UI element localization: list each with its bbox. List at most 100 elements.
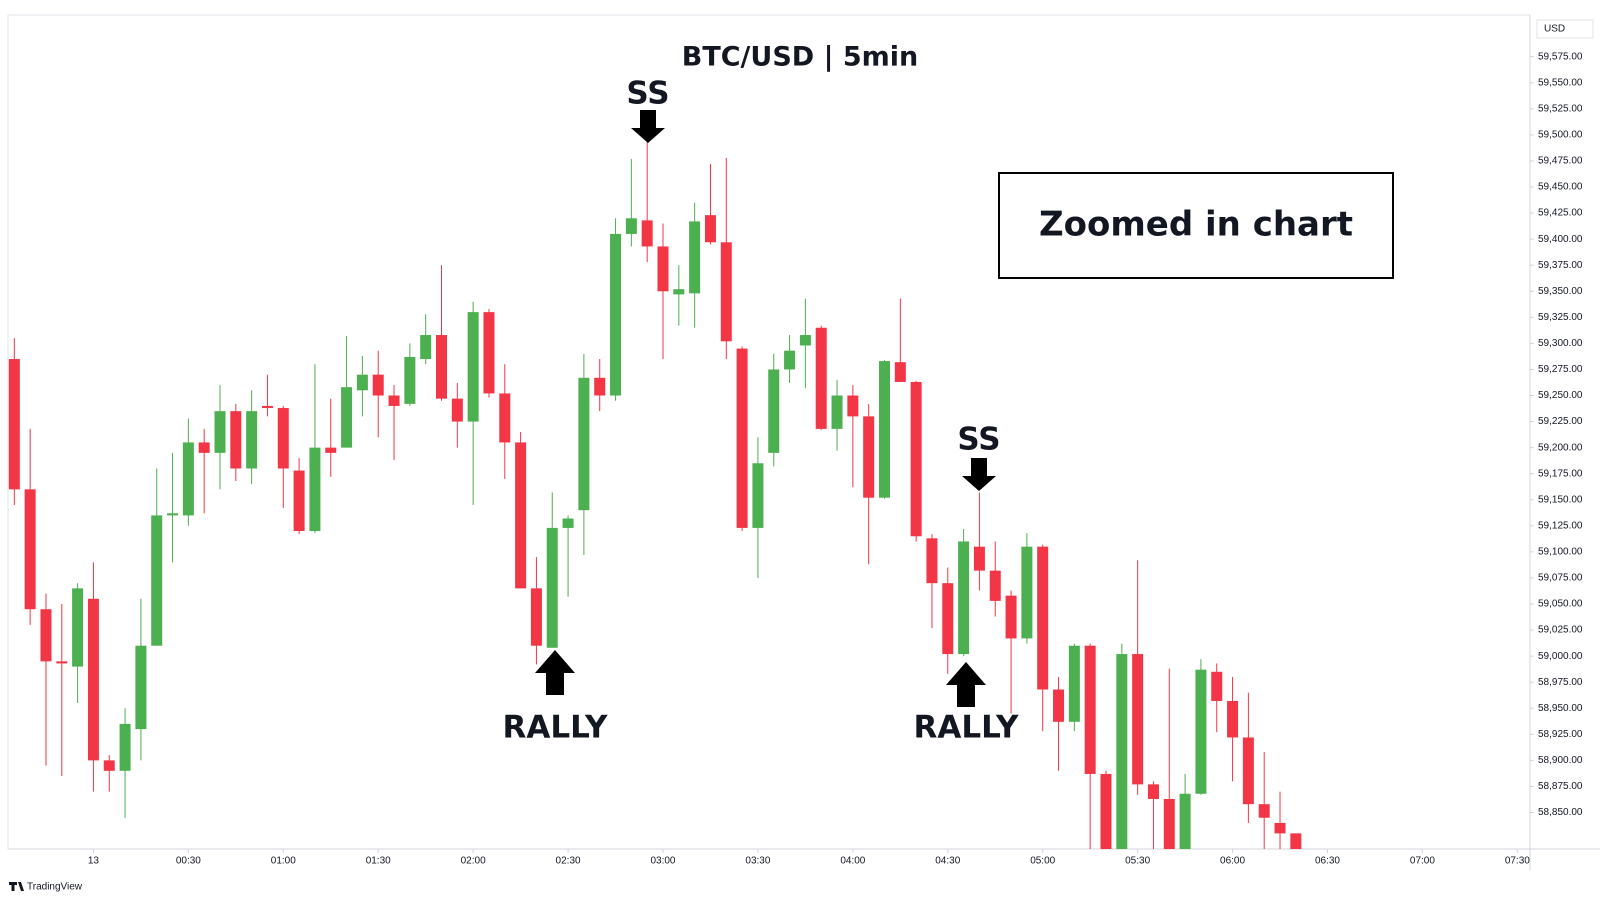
x-tick-label: 03:00 <box>650 856 675 867</box>
candle-body <box>499 393 511 443</box>
y-tick-label: 59,075.00 <box>1538 573 1583 584</box>
candle-body <box>1195 669 1207 794</box>
x-tick-label: 05:30 <box>1125 856 1150 867</box>
y-tick-label: 59,425.00 <box>1538 208 1583 219</box>
candle-body <box>230 411 242 469</box>
y-tick-label: 58,850.00 <box>1538 807 1583 818</box>
candle-body <box>1179 793 1191 849</box>
candle-body <box>989 570 1001 601</box>
arrow-up <box>535 650 575 695</box>
note-box <box>998 172 1394 279</box>
y-tick-label: 59,025.00 <box>1538 625 1583 636</box>
candle-body <box>1053 689 1065 722</box>
candle-body <box>910 381 922 537</box>
candle-body <box>704 215 716 243</box>
candle-body <box>103 760 115 771</box>
candle-body <box>578 377 590 511</box>
y-tick-label: 59,350.00 <box>1538 286 1583 297</box>
x-tick-label: 13 <box>88 856 100 867</box>
candle-body <box>246 411 258 469</box>
candle-body <box>625 218 637 234</box>
candle-body <box>72 588 84 667</box>
candle-body <box>1163 798 1175 849</box>
y-tick-label: 59,325.00 <box>1538 312 1583 323</box>
candle-body <box>420 335 432 360</box>
candle-body <box>87 598 99 761</box>
y-tick-label: 59,525.00 <box>1538 103 1583 114</box>
candle-body <box>451 398 463 422</box>
x-tick-label: 07:00 <box>1410 856 1435 867</box>
x-tick-label: 02:30 <box>556 856 581 867</box>
note-text: Zoomed in chart <box>1039 205 1353 245</box>
y-tick-label: 59,100.00 <box>1538 547 1583 558</box>
candle-body <box>942 583 954 655</box>
candle-body <box>119 723 131 771</box>
arrow-down <box>962 458 996 491</box>
logo-text: TradingView <box>27 882 83 893</box>
y-tick-label: 59,200.00 <box>1538 442 1583 453</box>
candle-body <box>1274 822 1286 834</box>
candle-body <box>610 233 622 396</box>
y-tick-label: 59,000.00 <box>1538 651 1583 662</box>
candle-body <box>40 609 52 662</box>
candle-body <box>736 348 748 528</box>
candle-body <box>356 374 368 391</box>
candle-body <box>641 220 653 247</box>
y-tick-label: 59,400.00 <box>1538 234 1583 245</box>
candle-body <box>1116 654 1128 849</box>
y-tick-label: 59,550.00 <box>1538 77 1583 88</box>
candle-body <box>657 246 669 292</box>
x-tick-label: 03:30 <box>745 856 770 867</box>
x-tick-label: 06:00 <box>1220 856 1245 867</box>
x-tick-label: 04:00 <box>840 856 865 867</box>
candle-body <box>530 588 542 646</box>
candle-body <box>1084 645 1096 774</box>
candle-body <box>958 541 970 655</box>
y-tick-label: 59,500.00 <box>1538 130 1583 141</box>
arrow-down <box>631 110 665 143</box>
candle-body <box>1021 546 1033 639</box>
x-tick-label: 00:30 <box>176 856 201 867</box>
candle-body <box>863 416 875 498</box>
y-tick-label: 59,250.00 <box>1538 390 1583 401</box>
candle-body <box>1037 546 1049 690</box>
candle-body <box>1211 671 1223 701</box>
annotation: SS <box>957 422 1000 458</box>
candle-body <box>973 546 985 571</box>
candle-body <box>483 312 495 394</box>
y-tick-label: 58,900.00 <box>1538 755 1583 766</box>
candle-body <box>768 369 780 453</box>
candle-body <box>167 513 179 516</box>
plot <box>8 142 1302 849</box>
annotation: SS <box>626 76 669 112</box>
x-tick-label: 02:00 <box>461 856 486 867</box>
y-tick-label: 59,275.00 <box>1538 364 1583 375</box>
x-tick-label: 01:00 <box>271 856 296 867</box>
x-tick-label: 01:30 <box>366 856 391 867</box>
candle-body <box>277 408 289 469</box>
candle-body <box>135 645 147 730</box>
candle-body <box>1132 654 1144 785</box>
candle-body <box>341 387 353 448</box>
candle-body <box>784 350 796 370</box>
y-tick-label: 59,125.00 <box>1538 520 1583 531</box>
candle-body <box>546 527 558 648</box>
candle-body <box>1242 737 1254 805</box>
candle-body <box>214 411 226 453</box>
candle-body <box>752 463 764 528</box>
annotation: RALLY <box>503 710 609 746</box>
candle-body <box>151 515 163 646</box>
candle-body <box>594 377 606 396</box>
x-tick-label: 04:30 <box>935 856 960 867</box>
candle-body <box>293 470 305 532</box>
candle-body <box>1005 595 1017 639</box>
y-tick-label: 59,175.00 <box>1538 468 1583 479</box>
candle-body <box>562 518 574 528</box>
y-tick-label: 59,575.00 <box>1538 51 1583 62</box>
y-tick-label: 59,050.00 <box>1538 599 1583 610</box>
y-tick-label: 58,875.00 <box>1538 781 1583 792</box>
currency-box <box>1536 19 1594 39</box>
candle-body <box>1227 700 1239 738</box>
candle-body <box>8 359 20 490</box>
